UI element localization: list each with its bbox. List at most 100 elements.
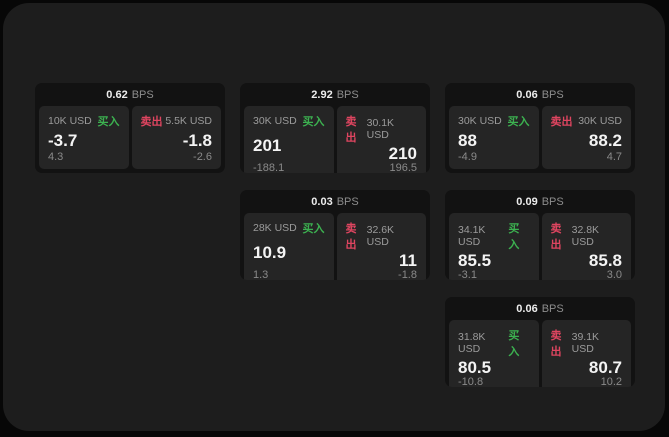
sell-delta: 196.5: [389, 162, 417, 173]
sell-side-label: 卖出: [550, 330, 562, 358]
sell-panel-top: 卖出 32.6K USD: [346, 220, 418, 252]
quote-card: 0.06 BPS 30K USD 买入 88 -4.9 卖出 30K USD: [445, 83, 635, 173]
buy-amount: 34.1K USD: [458, 224, 486, 248]
quote-card: 2.92 BPS 30K USD 买入 201 -188.1 卖出 30.1K …: [240, 83, 430, 173]
buy-panel-top: 34.1K USD 买入: [458, 220, 530, 252]
buy-price: -3.7: [48, 130, 78, 150]
buy-amount: 10K USD: [48, 115, 92, 127]
sell-amount: 5.5K USD: [165, 115, 212, 127]
buy-side-label: 买入: [508, 223, 520, 251]
buy-sell-panels: 34.1K USD 买入 85.5 -3.1 卖出 32.8K USD 85.8…: [445, 213, 635, 280]
sell-side-label: 卖出: [550, 116, 573, 128]
buy-panel[interactable]: 10K USD 买入 -3.7 4.3: [39, 106, 129, 169]
buy-sell-panels: 10K USD 买入 -3.7 4.3 卖出 5.5K USD -1.8 -2.…: [35, 106, 225, 173]
buy-amount: 28K USD: [253, 222, 297, 234]
quote-card: 0.09 BPS 34.1K USD 买入 85.5 -3.1 卖出 32.8K…: [445, 190, 635, 280]
buy-sell-panels: 30K USD 买入 88 -4.9 卖出 30K USD 88.2 4.7: [445, 106, 635, 173]
card-header: 0.62 BPS: [35, 83, 225, 106]
buy-panel-top: 30K USD 买入: [458, 113, 530, 129]
sell-price: 11: [399, 251, 417, 270]
sell-price: 80.7: [588, 358, 622, 377]
quote-card: 0.03 BPS 28K USD 买入 10.9 1.3 卖出 32.6K US…: [240, 190, 430, 280]
sell-price: 88.2: [588, 130, 622, 150]
sell-amount: 30K USD: [578, 115, 622, 127]
bps-unit-label: BPS: [541, 195, 564, 208]
buy-delta: -10.8: [458, 376, 484, 387]
sell-delta: 10.2: [600, 376, 622, 387]
bps-unit-label: BPS: [336, 88, 359, 101]
sell-panel-top: 卖出 32.8K USD: [551, 220, 623, 252]
bps-unit-label: BPS: [541, 302, 564, 315]
sell-panel[interactable]: 卖出 32.6K USD 11 -1.8: [336, 213, 426, 280]
bps-unit-label: BPS: [336, 195, 359, 208]
quote-card: 0.06 BPS 31.8K USD 买入 80.5 -10.8 卖出 39.1…: [445, 297, 635, 387]
sell-price: 210: [388, 144, 417, 163]
sell-panel[interactable]: 卖出 30K USD 88.2 4.7: [541, 106, 631, 169]
buy-sell-panels: 31.8K USD 买入 80.5 -10.8 卖出 39.1K USD 80.…: [445, 320, 635, 387]
bps-value: 0.03: [311, 195, 333, 208]
sell-panel[interactable]: 卖出 39.1K USD 80.7 10.2: [541, 320, 631, 387]
buy-delta: -4.9: [458, 151, 477, 163]
sell-side-label: 卖出: [550, 223, 562, 251]
buy-panel[interactable]: 30K USD 买入 201 -188.1: [244, 106, 334, 173]
sell-delta: 4.7: [606, 151, 622, 163]
buy-panel-top: 30K USD 买入: [253, 113, 325, 129]
card-header: 2.92 BPS: [240, 83, 430, 106]
buy-price: 85.5: [458, 251, 492, 270]
sell-panel-top: 卖出 30.1K USD: [346, 113, 418, 145]
sell-delta: -2.6: [193, 151, 212, 163]
sell-side-label: 卖出: [140, 116, 163, 128]
sell-panel[interactable]: 卖出 32.8K USD 85.8 3.0: [541, 213, 631, 280]
sell-price: -1.8: [182, 130, 212, 150]
buy-side-label: 买入: [507, 116, 530, 128]
buy-amount: 31.8K USD: [458, 331, 486, 355]
sell-panel-top: 卖出 5.5K USD: [141, 113, 213, 129]
sell-amount: 30.1K USD: [366, 117, 395, 141]
buy-panel[interactable]: 31.8K USD 买入 80.5 -10.8: [449, 320, 539, 387]
sell-panel-top: 卖出 30K USD: [551, 113, 623, 129]
buy-delta: -188.1: [253, 162, 285, 173]
sell-price: 85.8: [588, 251, 622, 270]
card-header: 0.06 BPS: [445, 83, 635, 106]
bps-value: 0.09: [516, 195, 538, 208]
buy-side-label: 买入: [302, 116, 325, 128]
buy-panel-top: 28K USD 买入: [253, 220, 325, 236]
buy-delta: 1.3: [253, 269, 269, 280]
bps-unit-label: BPS: [131, 88, 154, 101]
buy-side-label: 买入: [302, 223, 325, 235]
sell-panel[interactable]: 卖出 5.5K USD -1.8 -2.6: [131, 106, 221, 169]
sell-side-label: 卖出: [345, 116, 357, 144]
buy-panel-top: 31.8K USD 买入: [458, 327, 530, 359]
sell-amount: 39.1K USD: [571, 331, 600, 355]
bps-value: 2.92: [311, 88, 333, 101]
sell-panel[interactable]: 卖出 30.1K USD 210 196.5: [336, 106, 426, 173]
buy-panel[interactable]: 30K USD 买入 88 -4.9: [449, 106, 539, 169]
buy-price: 88: [458, 130, 477, 150]
sell-delta: -1.8: [398, 269, 417, 280]
card-header: 0.06 BPS: [445, 297, 635, 320]
buy-sell-panels: 30K USD 买入 201 -188.1 卖出 30.1K USD 210 1…: [240, 106, 430, 173]
buy-side-label: 买入: [97, 116, 120, 128]
sell-amount: 32.6K USD: [366, 224, 395, 248]
buy-amount: 30K USD: [458, 115, 502, 127]
app-window: 0.62 BPS 10K USD 买入 -3.7 4.3 卖出 5.5K USD: [3, 3, 665, 431]
bps-value: 0.06: [516, 302, 538, 315]
sell-amount: 32.8K USD: [571, 224, 600, 248]
bps-value: 0.06: [516, 88, 538, 101]
buy-delta: -3.1: [458, 269, 477, 280]
buy-panel-top: 10K USD 买入: [48, 113, 120, 129]
buy-price: 201: [253, 136, 282, 155]
buy-amount: 30K USD: [253, 115, 297, 127]
card-header: 0.09 BPS: [445, 190, 635, 213]
sell-delta: 3.0: [606, 269, 622, 280]
buy-side-label: 买入: [508, 330, 520, 358]
quote-card-grid: 0.62 BPS 10K USD 买入 -3.7 4.3 卖出 5.5K USD: [35, 83, 635, 387]
buy-panel[interactable]: 28K USD 买入 10.9 1.3: [244, 213, 334, 280]
buy-sell-panels: 28K USD 买入 10.9 1.3 卖出 32.6K USD 11 -1.8: [240, 213, 430, 280]
buy-price: 10.9: [253, 243, 287, 262]
card-header: 0.03 BPS: [240, 190, 430, 213]
buy-price: 80.5: [458, 358, 492, 377]
buy-panel[interactable]: 34.1K USD 买入 85.5 -3.1: [449, 213, 539, 280]
sell-panel-top: 卖出 39.1K USD: [551, 327, 623, 359]
bps-value: 0.62: [106, 88, 128, 101]
